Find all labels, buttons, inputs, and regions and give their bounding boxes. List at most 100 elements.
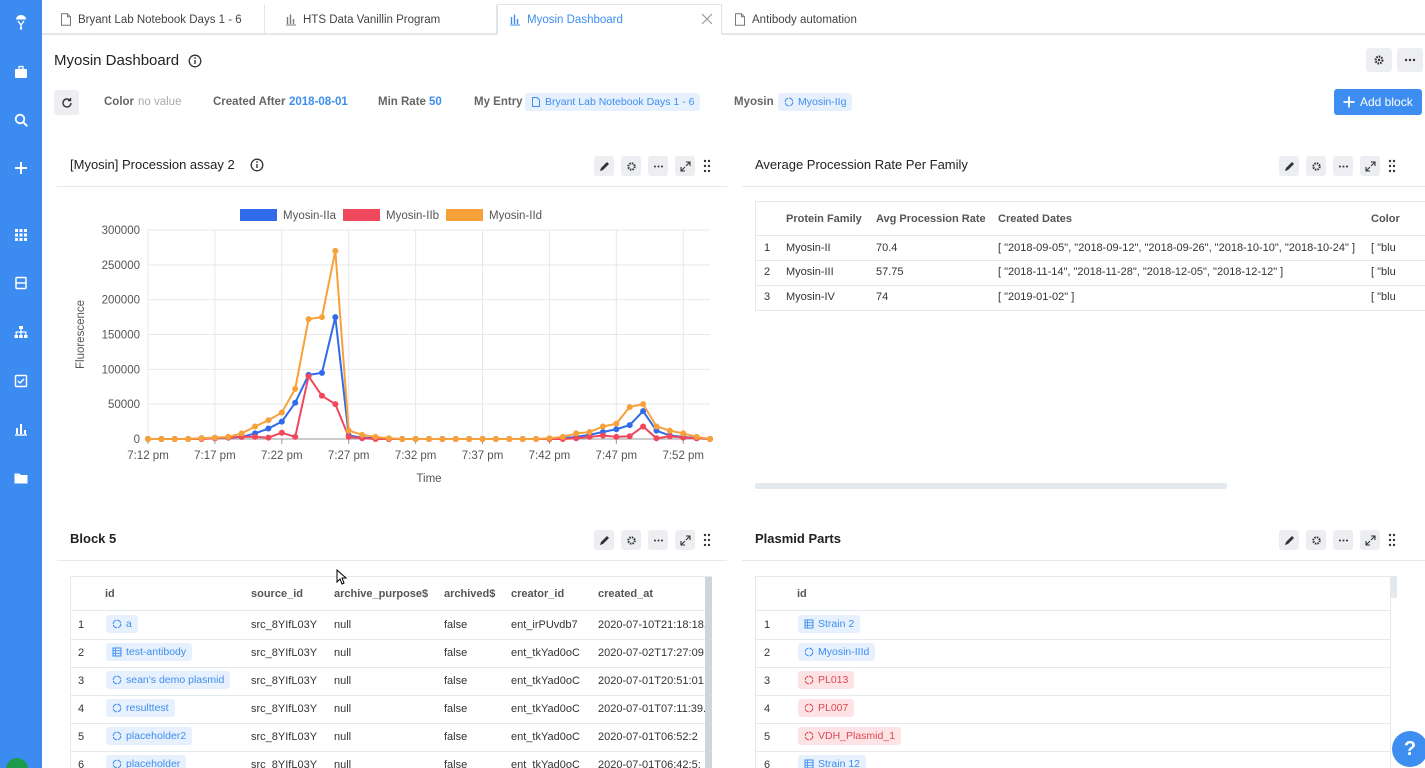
table-cell[interactable]: null <box>334 619 352 631</box>
table-cell[interactable]: [ "blu <box>1371 291 1396 303</box>
hierarchy-icon[interactable] <box>0 320 42 344</box>
settings-button[interactable] <box>621 156 641 176</box>
myosin-chip[interactable]: Myosin-IIg <box>778 93 853 111</box>
table-cell[interactable]: null <box>334 703 352 715</box>
settings-button[interactable] <box>1306 156 1326 176</box>
column-header[interactable]: Created Dates <box>998 213 1072 225</box>
settings-button[interactable] <box>621 530 641 550</box>
edit-button[interactable] <box>1279 156 1299 176</box>
more-button[interactable] <box>648 530 668 550</box>
table-cell[interactable]: Myosin-II <box>786 242 831 254</box>
logo-icon[interactable] <box>0 10 42 34</box>
avatar[interactable] <box>6 758 28 768</box>
table-cell[interactable]: 2020-07-10T21:18:18.: <box>598 619 710 631</box>
expand-button[interactable] <box>675 156 695 176</box>
expand-button[interactable] <box>1360 530 1380 550</box>
column-header[interactable]: creator_id <box>511 588 565 600</box>
column-header[interactable]: Color <box>1371 213 1400 225</box>
table-cell[interactable]: [ "2019-01-02" ] <box>998 291 1075 303</box>
table-cell[interactable]: src_8YIfL03Y <box>251 731 318 743</box>
table-cell[interactable]: [ "blu <box>1371 266 1396 278</box>
entity-chip[interactable]: Strain 2 <box>798 615 861 633</box>
column-header[interactable]: id <box>797 588 807 600</box>
table-cell[interactable]: null <box>334 731 352 743</box>
edit-button[interactable] <box>1279 530 1299 550</box>
table-cell[interactable]: null <box>334 647 352 659</box>
table-cell[interactable]: [ "blu <box>1371 242 1396 254</box>
tab-myosin-dashboard[interactable]: Myosin Dashboard <box>497 4 722 35</box>
table-cell[interactable]: false <box>444 703 468 715</box>
entity-chip[interactable]: a <box>106 615 138 633</box>
drag-handle-icon[interactable] <box>1388 159 1396 173</box>
table-cell[interactable]: src_8YIfL03Y <box>251 619 318 631</box>
table-cell[interactable]: false <box>444 647 468 659</box>
table-cell[interactable]: ent_tkYad0oC <box>511 647 580 659</box>
table-cell[interactable]: src_8YIfL03Y <box>251 647 318 659</box>
apps-grid-icon[interactable] <box>0 223 42 247</box>
table-cell[interactable]: 2020-07-02T17:27:09 <box>598 647 704 659</box>
table-cell[interactable]: [ "2018-09-05", "2018-09-12", "2018-09-2… <box>998 242 1356 254</box>
tab-bryant-lab-notebook[interactable]: Bryant Lab Notebook Days 1 - 6 <box>60 5 265 35</box>
table-cell[interactable]: ent_tkYad0oC <box>511 703 580 715</box>
min-rate-value[interactable]: 50 <box>429 96 442 108</box>
expand-button[interactable] <box>1360 156 1380 176</box>
table-cell[interactable]: 2020-07-01T06:42:5: <box>598 759 701 768</box>
info-icon[interactable] <box>250 158 264 172</box>
drag-handle-icon[interactable] <box>703 533 711 547</box>
table-cell[interactable]: null <box>334 759 352 768</box>
table-cell[interactable]: null <box>334 675 352 687</box>
entity-chip[interactable]: placeholder <box>106 755 187 768</box>
table-cell[interactable]: src_8YIfL03Y <box>251 675 318 687</box>
briefcase-icon[interactable] <box>0 60 42 84</box>
vertical-scrollbar[interactable] <box>1391 576 1397 598</box>
table-cell[interactable]: 74 <box>876 291 889 303</box>
close-icon[interactable] <box>701 13 713 25</box>
settings-button[interactable] <box>1306 530 1326 550</box>
add-block-button[interactable]: Add block <box>1334 89 1422 115</box>
column-header[interactable]: archive_purpose$ <box>334 588 429 600</box>
table-cell[interactable]: src_8YIfL03Y <box>251 759 318 768</box>
table-cell[interactable]: src_8YIfL03Y <box>251 703 318 715</box>
refresh-button[interactable] <box>54 90 79 115</box>
entity-chip[interactable]: placeholder2 <box>106 727 193 745</box>
entity-chip[interactable]: Strain 12 <box>798 755 867 768</box>
column-header[interactable]: archived$ <box>444 588 496 600</box>
table-cell[interactable]: 57.75 <box>876 266 904 278</box>
created-after-value[interactable]: 2018-08-01 <box>289 96 348 108</box>
more-button[interactable] <box>1333 156 1353 176</box>
table-cell[interactable]: false <box>444 675 468 687</box>
entity-chip[interactable]: test-antibody <box>106 643 193 661</box>
entity-chip[interactable]: PL007 <box>798 699 855 717</box>
help-button[interactable]: ? <box>1392 731 1425 767</box>
column-header[interactable]: Protein Family <box>786 213 862 225</box>
entity-chip[interactable]: sean's demo plasmid <box>106 671 231 689</box>
table-cell[interactable]: 70.4 <box>876 242 898 254</box>
color-filter-value[interactable]: no value <box>138 96 182 108</box>
table-cell[interactable]: 2020-07-01T20:51:01 <box>598 675 704 687</box>
entity-chip[interactable]: resulttest <box>106 699 175 717</box>
entity-chip[interactable]: VDH_Plasmid_1 <box>798 727 902 745</box>
drag-handle-icon[interactable] <box>703 159 711 173</box>
settings-button[interactable] <box>1366 48 1392 72</box>
table-cell[interactable]: false <box>444 619 468 631</box>
entity-chip[interactable]: Myosin-IIId <box>798 643 876 661</box>
more-button[interactable] <box>1397 48 1423 72</box>
more-button[interactable] <box>1333 530 1353 550</box>
checklist-icon[interactable] <box>0 369 42 393</box>
table-cell[interactable]: 2020-07-01T06:52:2 <box>598 731 698 743</box>
table-cell[interactable]: ent_tkYad0oC <box>511 675 580 687</box>
drag-handle-icon[interactable] <box>1388 533 1396 547</box>
bar-chart-icon[interactable] <box>0 417 42 441</box>
my-entry-chip[interactable]: Bryant Lab Notebook Days 1 - 6 <box>525 93 701 111</box>
column-header[interactable]: source_id <box>251 588 303 600</box>
edit-button[interactable] <box>594 156 614 176</box>
info-icon[interactable] <box>188 54 202 68</box>
table-cell[interactable]: ent_irPUvdb7 <box>511 619 578 631</box>
table-cell[interactable]: ent_tkYad0oC <box>511 759 580 768</box>
plus-icon[interactable] <box>0 156 42 180</box>
edit-button[interactable] <box>594 530 614 550</box>
table-cell[interactable]: [ "2018-11-14", "2018-11-28", "2018-12-0… <box>998 266 1284 278</box>
expand-button[interactable] <box>675 530 695 550</box>
search-icon[interactable] <box>0 108 42 132</box>
more-button[interactable] <box>648 156 668 176</box>
